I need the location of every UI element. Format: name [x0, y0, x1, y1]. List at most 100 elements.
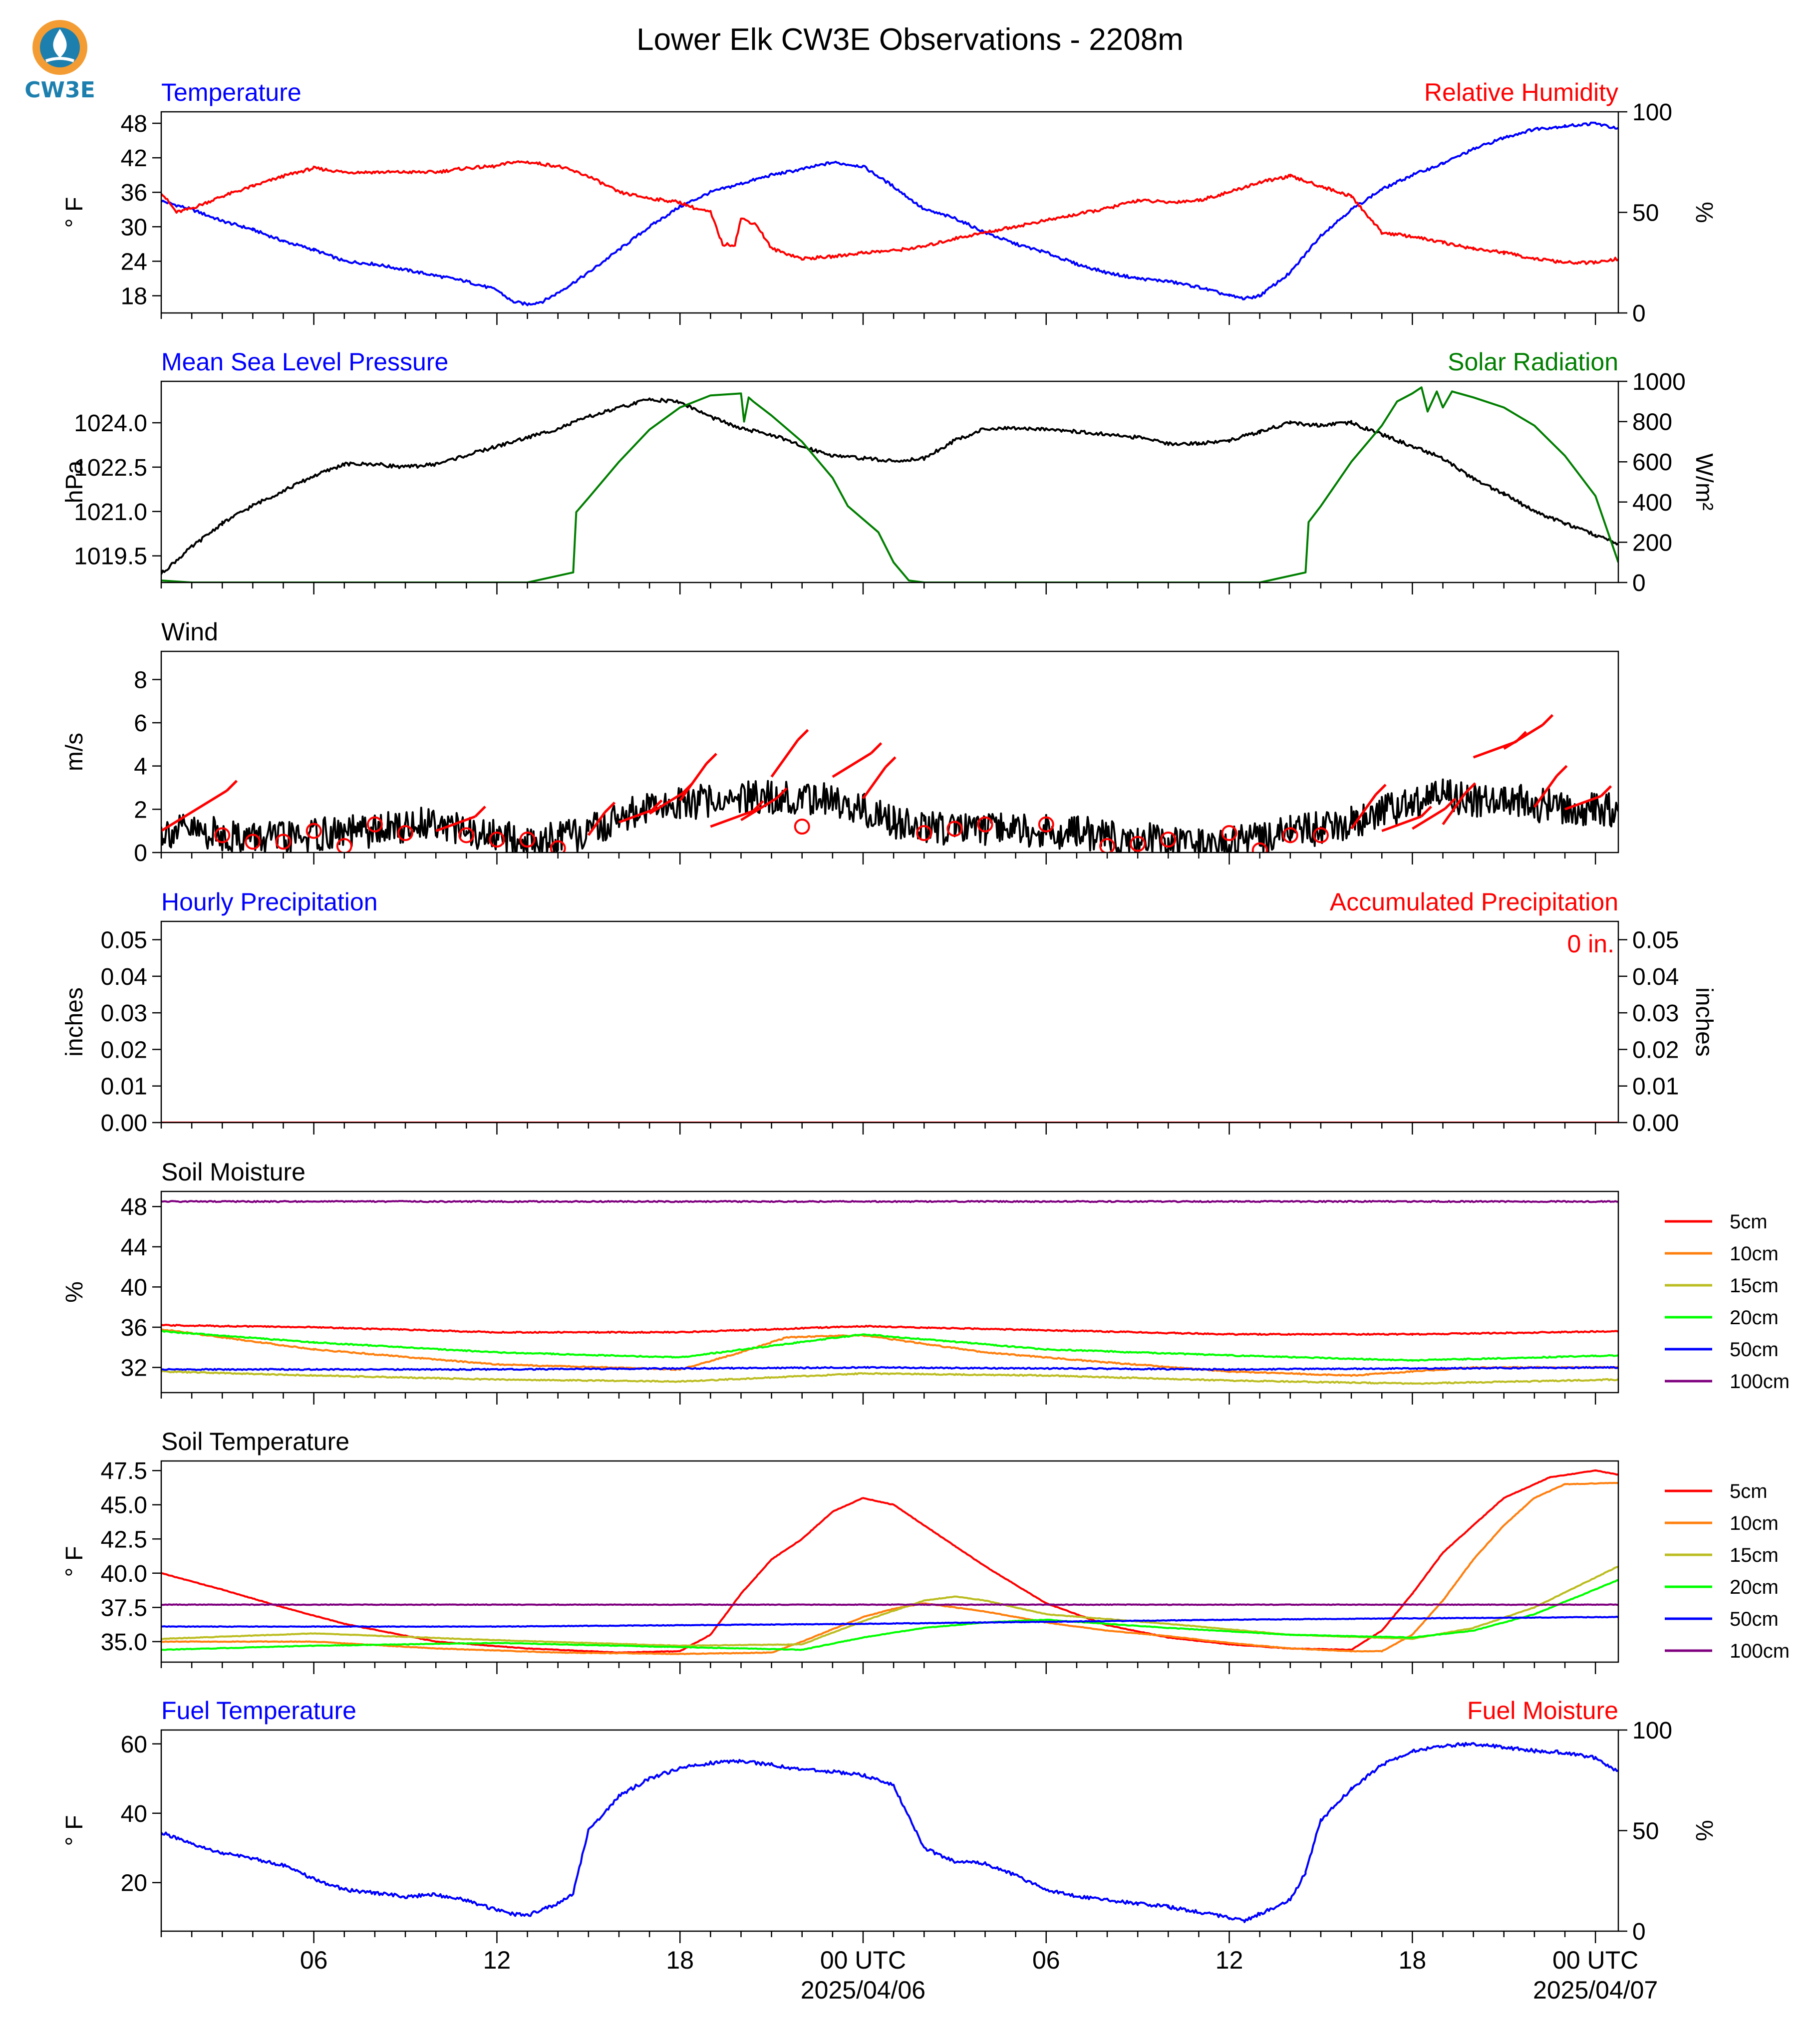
y-left-tick-label: 0 — [134, 840, 147, 867]
wind-barb-shaft — [679, 763, 708, 802]
y-left-tick-label: 42 — [121, 145, 147, 172]
plot-area — [161, 1199, 1618, 1385]
legend: 5cm 10cm 15cm 20cm 50cm 100cm — [1665, 1211, 1790, 1393]
panel-fuel-temperature: Fuel Temperature Fuel Moisture 20 40 60 ° F 0 5… — [61, 1697, 1717, 2004]
wind-barb-shaft — [1564, 795, 1602, 811]
y-left-tick-label: 1022.5 — [74, 455, 147, 481]
panel-title-right: Accumulated Precipitation — [1330, 888, 1618, 916]
y-right-tick-label: 200 — [1632, 530, 1672, 556]
y-right-tick-label: 0.05 — [1632, 927, 1679, 954]
y-left-tick-label: 1019.5 — [74, 544, 147, 570]
y-left-tick-label: 0.02 — [101, 1037, 147, 1063]
panel-title-right: Relative Humidity — [1424, 78, 1618, 106]
wind-barb-flag — [1444, 798, 1456, 810]
wind-barb-shaft — [832, 752, 872, 778]
plot-frame — [160, 650, 1619, 854]
wind-barb-shaft — [1412, 807, 1446, 830]
y-left-tick-label: 4 — [134, 754, 147, 780]
x-tick-label: 12 — [1215, 1946, 1243, 1974]
wind-barb-calm — [489, 832, 505, 848]
wind-barb-calm — [305, 823, 322, 839]
x-tick-label: 06 — [1032, 1946, 1060, 1974]
y-left-tick-label: 1021.0 — [74, 499, 147, 526]
wind-barb-flag — [650, 799, 663, 812]
legend-label: 20cm — [1730, 1576, 1779, 1598]
y-right-axis-label: inches — [1691, 987, 1717, 1057]
wind-barb-calm — [1038, 816, 1054, 833]
x-tick-label: 06 — [300, 1946, 328, 1974]
y-left-tick-label: 18 — [121, 283, 147, 309]
y-left-tick-label: 20 — [121, 1870, 147, 1897]
accumulated-total-annotation: 0 in. — [1567, 930, 1614, 958]
panel-mean-sea-level-pressure: Mean Sea Level Pressure Solar Radiation 10… — [61, 348, 1717, 596]
plot-area — [161, 386, 1618, 582]
wind-barb-flag — [1375, 784, 1387, 796]
wind-barb-flag — [1464, 782, 1477, 794]
series-line-temperature — [161, 121, 1618, 306]
y-right-tick-label: 0.04 — [1632, 964, 1679, 990]
wind-barb-flag — [797, 729, 809, 741]
legend-label: 20cm — [1730, 1307, 1779, 1329]
y-left-tick-label: 40.0 — [101, 1561, 147, 1587]
plot-frame — [160, 380, 1619, 583]
wind-barb-shaft — [770, 739, 799, 778]
wind-barb-calm — [1221, 825, 1237, 841]
y-right-tick-label: 100 — [1632, 99, 1672, 126]
y-right-tick-label: 0.01 — [1632, 1074, 1679, 1100]
wind-barb-shaft — [1503, 724, 1543, 750]
y-right-tick-label: 0 — [1632, 570, 1646, 596]
y-left-tick-label: 24 — [121, 249, 147, 275]
series-line-15cm — [161, 1565, 1618, 1647]
wind-barb-shaft — [1350, 794, 1377, 830]
panel-title-left: Soil Temperature — [161, 1428, 349, 1455]
wind-barb-shaft — [648, 792, 683, 815]
y-right-tick-label: 800 — [1632, 409, 1672, 436]
y-left-axis-label: ° F — [61, 197, 88, 228]
wind-barb-flag — [474, 806, 486, 818]
panel-soil-moisture: Soil Moisture3236404448%5cm10cm15cm20cm5… — [61, 1158, 1790, 1405]
y-right-tick-label: 0.00 — [1632, 1110, 1679, 1137]
wind-barb-shaft — [1442, 792, 1467, 826]
y-right-tick-label: 0.02 — [1632, 1037, 1679, 1063]
plot-area — [161, 1741, 1618, 1923]
water-drop-flame-icon — [53, 29, 67, 58]
legend-label: 50cm — [1730, 1339, 1779, 1361]
y-left-tick-label: 48 — [121, 111, 147, 137]
y-right-tick-label: 400 — [1632, 490, 1672, 516]
wind-barb-calm — [1282, 827, 1298, 844]
panel-soil-temperature: Soil Temperature 35.0 37.5 40.0 42.5 45.0 47.5… — [61, 1428, 1790, 1674]
y-left-tick-label: 1024.0 — [74, 410, 147, 437]
plot-frame — [160, 1190, 1619, 1394]
series-line-50cm — [161, 1366, 1618, 1371]
wind-barb-calm — [1130, 836, 1146, 852]
wind-barb-calm — [916, 825, 932, 841]
x-tick-label: 00 UTC — [1552, 1946, 1638, 1974]
legend-label: 100cm — [1730, 1640, 1790, 1662]
y-left-tick-label: 60 — [121, 1732, 147, 1758]
y-right-tick-label: 0.03 — [1632, 1000, 1679, 1027]
y-left-tick-label: 36 — [121, 1315, 147, 1341]
series-line-relative-humidity — [161, 160, 1618, 266]
legend-label: 100cm — [1730, 1371, 1790, 1393]
wind-barb-shaft — [1381, 815, 1422, 833]
series-line-50cm — [161, 1616, 1618, 1628]
y-right-tick-label: 1000 — [1632, 369, 1686, 395]
wind-barb-calm — [397, 825, 414, 841]
wind-barb-calm — [794, 819, 810, 835]
y-left-tick-label: 32 — [121, 1355, 147, 1382]
wind-barb-flag — [776, 787, 788, 799]
wind-barb-shaft — [161, 790, 228, 832]
y-left-axis-label: inches — [61, 987, 88, 1057]
wind-barb-flag — [1600, 785, 1612, 797]
wind-barb-flag — [752, 800, 764, 812]
y-left-tick-label: 6 — [134, 710, 147, 737]
wind-barb-calm — [550, 840, 566, 853]
plot-area — [161, 1469, 1618, 1655]
wind-barb-flag — [870, 742, 883, 754]
wind-barb-calm — [275, 834, 292, 850]
series-line-10cm — [161, 1481, 1618, 1655]
legend-label: 15cm — [1730, 1544, 1779, 1566]
y-right-tick-label: 100 — [1632, 1718, 1672, 1744]
wind-barb-calm — [519, 832, 536, 848]
y-left-axis-label: ° F — [61, 1546, 88, 1577]
